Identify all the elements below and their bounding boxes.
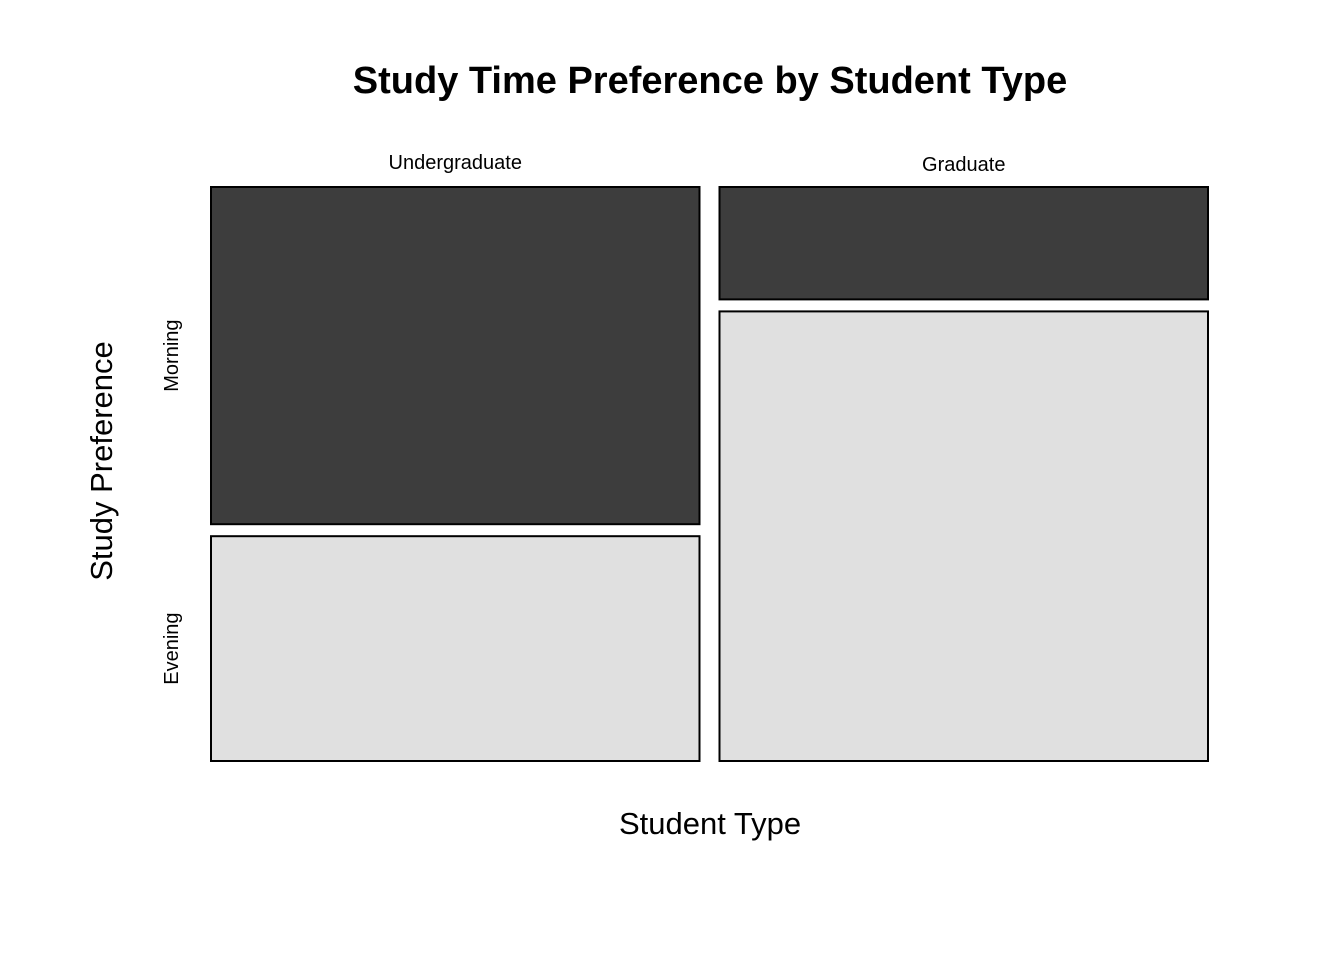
column-label-undergraduate: Undergraduate [389,152,522,174]
row-labels: Morning Evening [161,319,183,684]
row-label-evening: Evening [161,612,183,684]
chart-title: Study Time Preference by Student Type [353,60,1067,102]
cell-graduate-morning [718,186,1209,301]
y-axis-label: Study Preference [84,341,119,581]
mosaic-cells [210,186,1209,763]
cell-undergraduate-evening [210,535,701,763]
column-labels: Undergraduate Graduate [389,152,1006,176]
x-axis-label: Student Type [619,806,801,841]
cell-graduate-evening [718,310,1209,762]
cell-undergraduate-morning [210,186,701,526]
row-label-morning: Morning [161,319,183,391]
column-label-graduate: Graduate [922,154,1005,176]
